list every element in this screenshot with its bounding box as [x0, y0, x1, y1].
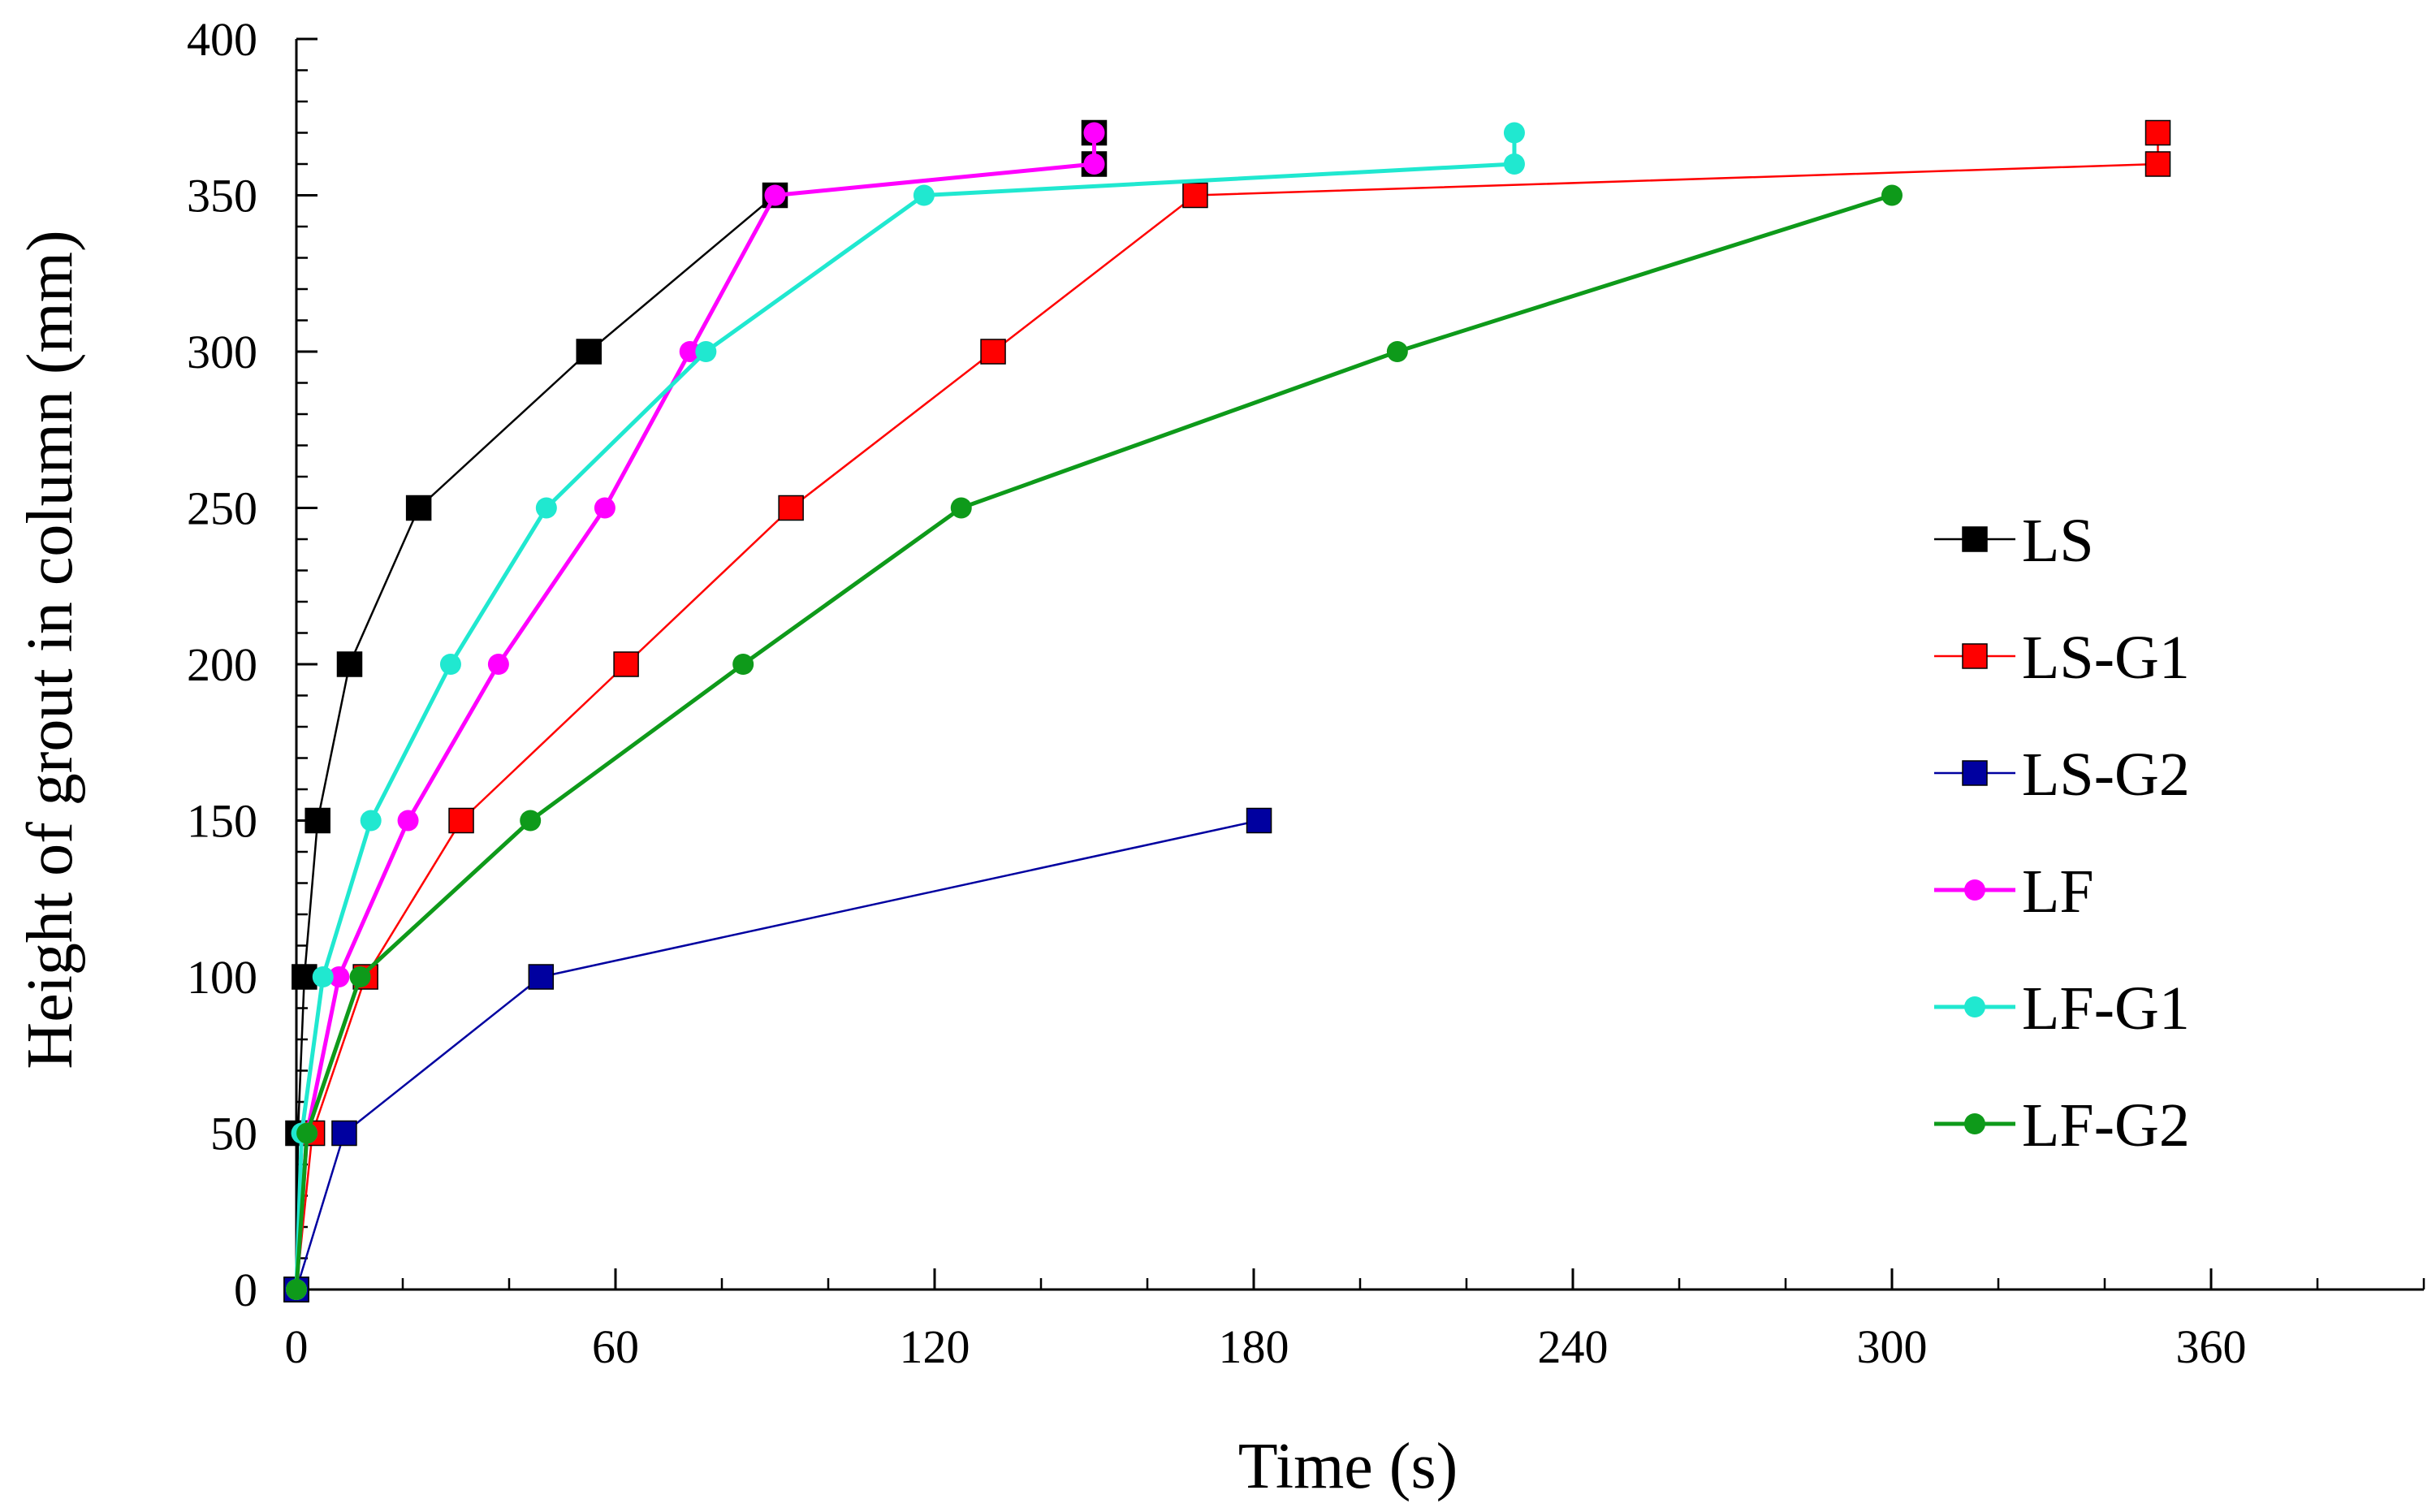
- data-point-lf-g1: [312, 966, 334, 987]
- y-axis-title: Height of grout in column (mm): [15, 230, 86, 1069]
- x-tick-label: 360: [2176, 1320, 2247, 1373]
- data-point-ls-g2: [331, 1120, 357, 1147]
- data-point-lf-g1: [913, 184, 935, 206]
- x-tick-label: 300: [1857, 1320, 1928, 1373]
- data-point-lf-g2: [296, 1122, 318, 1144]
- series-line-ls: [295, 132, 1095, 1290]
- x-tick-label: 240: [1538, 1320, 1609, 1373]
- y-tick-label: 250: [187, 482, 257, 535]
- legend-item-ls-g2: LS-G2: [1934, 741, 2190, 809]
- y-tick-label: 150: [187, 795, 257, 848]
- data-point-ls-g1: [2144, 151, 2171, 177]
- y-tick-label: 50: [210, 1108, 257, 1160]
- data-point-lf-g2: [1881, 184, 1903, 206]
- series-ls-g1: [283, 119, 2171, 1302]
- data-point-lf-g1: [1503, 153, 1525, 175]
- data-point-lf-g2: [950, 497, 972, 519]
- y-tick-label: 400: [187, 13, 257, 66]
- legend-label-lf-g2: LF-G2: [2022, 1091, 2190, 1160]
- data-point-ls: [405, 495, 432, 521]
- series-line-lf-g2: [294, 193, 1893, 1290]
- data-point-lf: [1083, 153, 1105, 175]
- data-point-lf-g2: [520, 810, 542, 832]
- data-point-ls-g2: [528, 964, 555, 990]
- x-tick-label: 180: [1219, 1320, 1289, 1373]
- legend-label-lf-g1: LF-G1: [2022, 974, 2190, 1043]
- data-point-ls-g1: [2144, 119, 2171, 146]
- series-line-ls-g1: [295, 132, 2159, 1290]
- series-lf-g2: [286, 184, 1903, 1300]
- data-point-lf: [328, 966, 350, 987]
- data-point-ls: [336, 651, 363, 677]
- y-tick-label: 350: [187, 170, 257, 222]
- data-point-lf: [1083, 122, 1105, 144]
- data-point-lf-g1: [360, 810, 382, 832]
- y-tick-label: 100: [187, 951, 257, 1004]
- data-point-lf: [487, 654, 509, 675]
- x-axis-title: Time (s): [1238, 1431, 1458, 1502]
- series-lf-g1: [286, 122, 1525, 1300]
- data-point-lf: [764, 184, 786, 206]
- data-point-ls: [576, 339, 602, 365]
- legend-marker-lf: [1964, 879, 1985, 901]
- legend-label-lf: LF: [2022, 858, 2094, 926]
- legend-marker-lf-g1: [1964, 996, 1985, 1017]
- series-ls: [283, 119, 1108, 1302]
- legend-label-ls-g1: LS-G1: [2022, 624, 2190, 692]
- legend-marker-lf-g2: [1964, 1113, 1985, 1134]
- data-point-lf: [397, 810, 419, 832]
- data-point-ls-g1: [980, 339, 1006, 365]
- y-tick-label: 300: [187, 326, 257, 378]
- legend-label-ls: LS: [2022, 507, 2094, 575]
- data-point-ls: [304, 807, 330, 834]
- series-line-lf: [294, 132, 1096, 1290]
- data-point-lf-g2: [1386, 341, 1408, 362]
- data-point-lf-g2: [349, 966, 371, 987]
- y-tick-label: 200: [187, 638, 257, 691]
- series-ls-g2: [283, 807, 1272, 1302]
- y-tick-label: 0: [234, 1264, 257, 1316]
- legend: LS LS-G1 LS-G2 LF LF-G1 LF-G2: [1934, 507, 2190, 1160]
- legend-marker-ls-g1: [1962, 643, 1988, 669]
- series-line-lf-g1: [294, 132, 1517, 1290]
- x-tick-label: 120: [900, 1320, 970, 1373]
- legend-item-lf-g2: LF-G2: [1934, 1091, 2190, 1160]
- data-point-lf-g1: [1503, 122, 1525, 144]
- x-tick-label: 60: [592, 1320, 639, 1373]
- data-point-lf-g1: [535, 497, 557, 519]
- data-point-lf: [679, 341, 701, 362]
- data-point-lf-g2: [732, 654, 754, 675]
- data-point-lf: [594, 497, 615, 519]
- legend-item-lf-g1: LF-G1: [1934, 974, 2190, 1043]
- data-point-lf-g1: [695, 341, 717, 362]
- series-lf: [286, 122, 1105, 1300]
- legend-item-lf: LF: [1934, 858, 2094, 926]
- data-point-ls-g1: [613, 651, 639, 677]
- series-line-ls-g2: [295, 819, 1259, 1290]
- data-point-lf-g1: [439, 654, 461, 675]
- data-point-ls-g1: [778, 495, 804, 521]
- legend-marker-ls-g2: [1962, 760, 1988, 786]
- series-layer: [283, 119, 2171, 1302]
- axes-layer: 0 50 100 150 200 250 300 350 400 0 60 120 180 240 300 3…: [187, 13, 2425, 1373]
- legend-item-ls: LS: [1934, 507, 2094, 575]
- data-point-ls-g2: [1246, 807, 1272, 834]
- legend-marker-ls: [1962, 526, 1988, 552]
- legend-item-ls-g1: LS-G1: [1934, 624, 2190, 692]
- data-point-ls-g1: [448, 807, 474, 834]
- x-tick-label: 0: [285, 1320, 309, 1373]
- legend-label-ls-g2: LS-G2: [2022, 741, 2190, 809]
- data-point-ls-g1: [1182, 182, 1208, 209]
- data-point-lf-g2: [286, 1279, 307, 1300]
